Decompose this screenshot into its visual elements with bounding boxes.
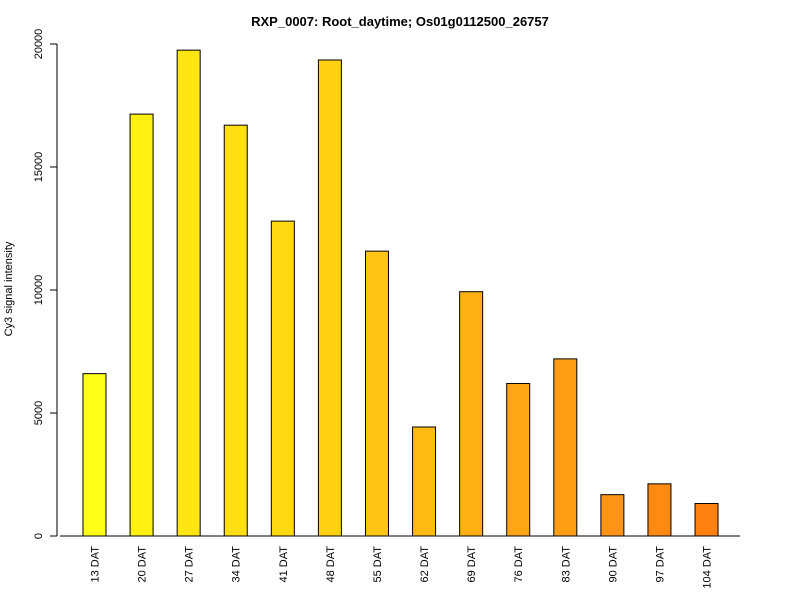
- x-tick-label: 90 DAT: [607, 546, 619, 583]
- y-axis: 0 5000 10000 15000 20000: [33, 29, 58, 539]
- x-tick-label: 62 DAT: [419, 546, 431, 583]
- bar: [647, 483, 672, 537]
- chart-title: RXP_0007: Root_daytime; Os01g0112500_267…: [251, 14, 549, 29]
- x-tick-label: 41 DAT: [278, 546, 290, 583]
- bar: [694, 503, 719, 537]
- x-tick-label: 97 DAT: [654, 546, 666, 583]
- x-tick-label: 83 DAT: [560, 546, 572, 583]
- bar: [412, 426, 437, 537]
- y-axis-label: Cy3 signal intensity: [3, 241, 15, 336]
- x-tick-label: 13 DAT: [90, 546, 102, 583]
- bar: [317, 59, 342, 537]
- x-tick-label: 20 DAT: [137, 546, 149, 583]
- bar: [82, 373, 107, 537]
- bar: [270, 220, 295, 537]
- bar: [600, 494, 625, 537]
- bar: [176, 49, 201, 537]
- bar: [223, 124, 248, 537]
- y-tick-label: 0: [33, 533, 45, 539]
- y-tick-label: 20000: [33, 29, 45, 60]
- y-tick-label: 15000: [33, 152, 45, 183]
- x-tick-labels: 13 DAT 20 DAT 27 DAT 34 DAT 41 DAT 48 DAT 55 D…: [90, 546, 714, 589]
- x-tick-label: 55 DAT: [372, 546, 384, 583]
- x-tick-label: 34 DAT: [231, 546, 243, 583]
- x-tick-label: 69 DAT: [466, 546, 478, 583]
- bars-group: [82, 49, 719, 537]
- bar: [459, 291, 484, 537]
- y-tick-label: 5000: [33, 401, 45, 425]
- bar: [506, 382, 531, 537]
- bar: [364, 250, 389, 537]
- bar: [129, 113, 154, 537]
- bar: [553, 358, 578, 537]
- x-tick-label: 76 DAT: [513, 546, 525, 583]
- x-tick-label: 27 DAT: [184, 546, 196, 583]
- y-tick-label: 10000: [33, 275, 45, 306]
- x-tick-label: 48 DAT: [325, 546, 337, 583]
- x-tick-label: 104 DAT: [702, 546, 714, 589]
